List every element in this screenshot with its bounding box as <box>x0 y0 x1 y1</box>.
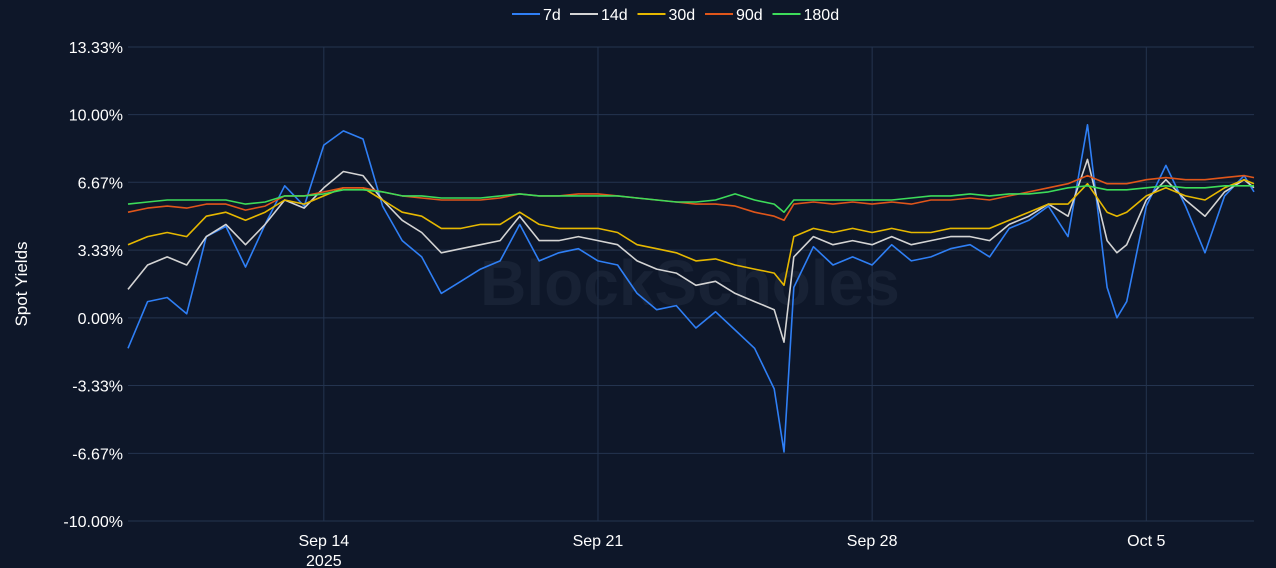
series-line-30d <box>127 178 1255 287</box>
y-axis-title: Spot Yields <box>12 241 31 326</box>
y-tick-labels: 13.33% 10.00% 6.67% 3.33% 0.00% -3.33% -6.67% -… <box>63 40 123 531</box>
grid-layer <box>128 46 1254 522</box>
y-tick-label: 0.00% <box>78 311 123 328</box>
legend-label-180d: 180d <box>804 7 840 24</box>
x-tick-label: Sep 21 <box>573 533 624 550</box>
legend: 7d 14d 30d 90d 180d <box>512 7 839 24</box>
legend-label-90d: 90d <box>736 7 763 24</box>
series-line-7d <box>127 124 1255 453</box>
series-line-180d <box>127 185 1254 213</box>
y-tick-label: -3.33% <box>72 378 123 395</box>
x-tick-sublabel: 2025 <box>306 553 342 568</box>
series-line-14d <box>127 158 1255 343</box>
x-tick-label: Oct 5 <box>1127 533 1165 550</box>
legend-label-30d: 30d <box>669 7 696 24</box>
legend-label-7d: 7d <box>543 7 561 24</box>
series-layer <box>127 124 1255 453</box>
y-tick-label: 13.33% <box>69 40 123 57</box>
x-tick-labels: Sep 14 2025 Sep 21 Sep 28 Oct 5 <box>298 533 1165 568</box>
y-tick-label: -10.00% <box>63 514 123 531</box>
y-tick-label: 6.67% <box>78 175 123 192</box>
x-tick-label: Sep 14 <box>298 533 349 550</box>
series-line-90d <box>127 174 1255 222</box>
legend-label-14d: 14d <box>601 7 628 24</box>
x-tick-label: Sep 28 <box>847 533 898 550</box>
y-tick-label: 10.00% <box>69 108 123 125</box>
y-tick-label: 3.33% <box>78 243 123 260</box>
y-tick-label: -6.67% <box>72 446 123 463</box>
